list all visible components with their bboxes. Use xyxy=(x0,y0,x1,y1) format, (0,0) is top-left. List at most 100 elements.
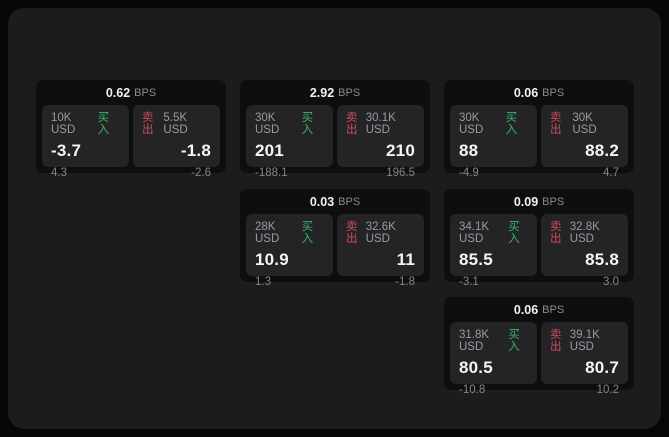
sell-delta: 196.5 xyxy=(386,167,415,179)
card-panels: 28K USD 买入 10.9 1.3 卖出 32.6K USD 11 -1.8 xyxy=(240,212,430,288)
buy-label-row: 30K USD 买入 xyxy=(255,112,324,136)
card-header: 0.09 BPS xyxy=(444,189,634,212)
card-header: 0.03 BPS xyxy=(240,189,430,212)
buy-price: 85.5 xyxy=(459,250,493,269)
sell-amount-label: 5.5K USD xyxy=(163,112,188,136)
quote-card: 0.62 BPS 10K USD 买入 -3.7 4.3 卖出 5.5K USD -1.8 -2.… xyxy=(36,80,226,179)
buy-panel[interactable]: 34.1K USD 买入 85.5 -3.1 xyxy=(450,214,537,288)
buy-panel[interactable]: 10K USD 买入 -3.7 4.3 xyxy=(42,105,129,179)
sell-price: 88.2 xyxy=(585,141,619,160)
bps-unit-label: BPS xyxy=(338,195,361,208)
buy-amount-label: 30K USD xyxy=(255,112,280,136)
bps-unit-label: BPS xyxy=(134,86,157,99)
bps-value: 0.03 xyxy=(309,194,335,209)
card-panels: 10K USD 买入 -3.7 4.3 卖出 5.5K USD -1.8 -2.6 xyxy=(36,103,226,179)
sell-label-row: 卖出 32.8K USD xyxy=(550,221,619,245)
bps-value: 2.92 xyxy=(309,85,335,100)
buy-tag[interactable]: 买入 xyxy=(505,112,518,136)
sell-amount-label: 32.8K USD xyxy=(569,221,600,245)
buy-tag[interactable]: 买入 xyxy=(508,329,520,353)
bps-unit-label: BPS xyxy=(338,86,361,99)
sell-tag[interactable]: 卖出 xyxy=(142,112,154,136)
buy-tag[interactable]: 买入 xyxy=(508,221,520,245)
buy-delta: 1.3 xyxy=(255,276,271,288)
buy-tag[interactable]: 买入 xyxy=(301,221,314,245)
buy-delta: -4.9 xyxy=(459,167,479,179)
buy-price: 88 xyxy=(459,141,479,160)
sell-panel[interactable]: 卖出 39.1K USD 80.7 10.2 xyxy=(541,322,628,396)
sell-price: 210 xyxy=(386,141,415,160)
card-panels: 30K USD 买入 201 -188.1 卖出 30.1K USD 210 196.5 xyxy=(240,103,430,179)
sell-tag[interactable]: 卖出 xyxy=(346,221,358,245)
bps-unit-label: BPS xyxy=(542,195,565,208)
sell-tag[interactable]: 卖出 xyxy=(550,221,562,245)
buy-delta: -10.8 xyxy=(459,384,486,396)
card-panels: 34.1K USD 买入 85.5 -3.1 卖出 32.8K USD 85.8 3.0 xyxy=(444,212,634,288)
buy-delta: 4.3 xyxy=(51,167,67,179)
sell-panel[interactable]: 卖出 30.1K USD 210 196.5 xyxy=(337,105,424,179)
sell-amount-label: 32.6K USD xyxy=(365,221,396,245)
sell-delta: 4.7 xyxy=(603,167,619,179)
sell-delta: -1.8 xyxy=(395,276,415,288)
quote-card: 0.03 BPS 28K USD 买入 10.9 1.3 卖出 32.6K USD 11 -1.8 xyxy=(240,189,430,288)
buy-amount-label: 10K USD xyxy=(51,112,76,136)
buy-panel[interactable]: 31.8K USD 买入 80.5 -10.8 xyxy=(450,322,537,396)
sell-label-row: 卖出 32.6K USD xyxy=(346,221,415,245)
buy-price: 201 xyxy=(255,141,284,160)
sell-panel[interactable]: 卖出 30K USD 88.2 4.7 xyxy=(541,105,628,179)
buy-tag[interactable]: 买入 xyxy=(301,112,314,136)
bps-value: 0.06 xyxy=(513,302,539,317)
buy-panel[interactable]: 30K USD 买入 88 -4.9 xyxy=(450,105,537,179)
sell-price: 80.7 xyxy=(585,358,619,377)
sell-amount-label: 30K USD xyxy=(572,112,597,136)
quote-card: 0.06 BPS 30K USD 买入 88 -4.9 卖出 30K USD 88.2 4.7 xyxy=(444,80,634,179)
buy-price: 10.9 xyxy=(255,250,289,269)
sell-amount-label: 39.1K USD xyxy=(569,329,600,353)
bps-unit-label: BPS xyxy=(542,86,565,99)
bps-value: 0.09 xyxy=(513,194,539,209)
sell-panel[interactable]: 卖出 32.8K USD 85.8 3.0 xyxy=(541,214,628,288)
sell-delta: 3.0 xyxy=(603,276,619,288)
quote-card: 0.06 BPS 31.8K USD 买入 80.5 -10.8 卖出 39.1K USD 80… xyxy=(444,297,634,396)
sell-delta: 10.2 xyxy=(596,384,619,396)
quote-card: 0.09 BPS 34.1K USD 买入 85.5 -3.1 卖出 32.8K USD 85.… xyxy=(444,189,634,288)
buy-panel[interactable]: 28K USD 买入 10.9 1.3 xyxy=(246,214,333,288)
buy-amount-label: 34.1K USD xyxy=(459,221,490,245)
buy-delta: -3.1 xyxy=(459,276,479,288)
buy-amount-label: 28K USD xyxy=(255,221,280,245)
buy-amount-label: 30K USD xyxy=(459,112,484,136)
sell-label-row: 卖出 39.1K USD xyxy=(550,329,619,353)
card-header: 2.92 BPS xyxy=(240,80,430,103)
sell-label-row: 卖出 30.1K USD xyxy=(346,112,415,136)
sell-panel[interactable]: 卖出 32.6K USD 11 -1.8 xyxy=(337,214,424,288)
sell-tag[interactable]: 卖出 xyxy=(346,112,358,136)
card-header: 0.06 BPS xyxy=(444,297,634,320)
quote-card: 2.92 BPS 30K USD 买入 201 -188.1 卖出 30.1K USD 210 1… xyxy=(240,80,430,179)
sell-tag[interactable]: 卖出 xyxy=(550,112,562,136)
buy-label-row: 30K USD 买入 xyxy=(459,112,528,136)
sell-price: 11 xyxy=(396,250,415,269)
buy-delta: -188.1 xyxy=(255,167,288,179)
card-header: 0.06 BPS xyxy=(444,80,634,103)
sell-tag[interactable]: 卖出 xyxy=(550,329,562,353)
card-panels: 30K USD 买入 88 -4.9 卖出 30K USD 88.2 4.7 xyxy=(444,103,634,179)
sell-label-row: 卖出 5.5K USD xyxy=(142,112,211,136)
buy-tag[interactable]: 买入 xyxy=(97,112,110,136)
sell-panel[interactable]: 卖出 5.5K USD -1.8 -2.6 xyxy=(133,105,220,179)
sell-delta: -2.6 xyxy=(191,167,211,179)
bps-value: 0.06 xyxy=(513,85,539,100)
buy-label-row: 10K USD 买入 xyxy=(51,112,120,136)
sell-label-row: 卖出 30K USD xyxy=(550,112,619,136)
buy-panel[interactable]: 30K USD 买入 201 -188.1 xyxy=(246,105,333,179)
bps-value: 0.62 xyxy=(105,85,131,100)
sell-price: -1.8 xyxy=(180,141,211,160)
buy-price: -3.7 xyxy=(51,141,82,160)
buy-label-row: 28K USD 买入 xyxy=(255,221,324,245)
buy-label-row: 34.1K USD 买入 xyxy=(459,221,528,245)
card-panels: 31.8K USD 买入 80.5 -10.8 卖出 39.1K USD 80.7 10.2 xyxy=(444,320,634,396)
sell-price: 85.8 xyxy=(585,250,619,269)
buy-label-row: 31.8K USD 买入 xyxy=(459,329,528,353)
sell-amount-label: 30.1K USD xyxy=(365,112,396,136)
bps-unit-label: BPS xyxy=(542,303,565,316)
buy-price: 80.5 xyxy=(459,358,493,377)
